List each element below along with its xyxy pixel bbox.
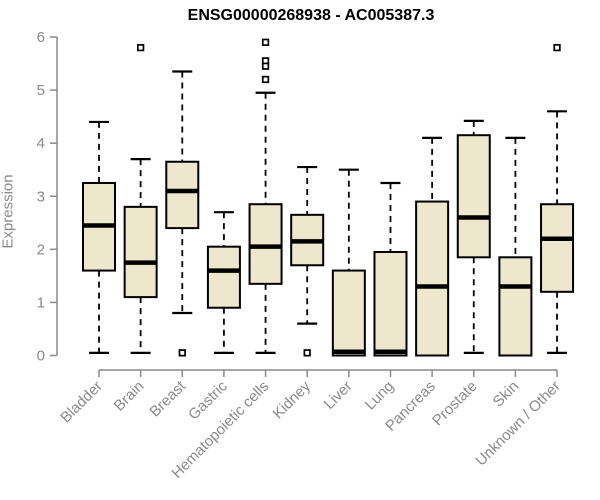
boxplot-gastric: Gastric xyxy=(185,211,241,423)
y-tick-label: 3 xyxy=(37,188,45,205)
boxplot-liver: Liver xyxy=(321,168,366,413)
y-axis-title: Expression xyxy=(0,174,17,249)
box xyxy=(498,256,533,357)
x-tick-label-lung: Lung xyxy=(362,378,398,414)
x-tick-label-breast: Breast xyxy=(146,377,189,420)
box xyxy=(331,269,366,357)
outlier-point xyxy=(178,349,186,357)
box xyxy=(456,134,491,259)
box xyxy=(165,160,200,230)
boxplot-skin: Skin xyxy=(490,136,533,411)
y-tick-label: 6 xyxy=(37,29,45,46)
x-tick-label-bladder: Bladder xyxy=(57,378,106,427)
x-tick-label-liver: Liver xyxy=(321,378,356,413)
box xyxy=(123,205,158,299)
box xyxy=(248,203,283,285)
y-tick-label: 1 xyxy=(37,294,45,311)
y-tick-label: 2 xyxy=(37,241,45,258)
y-tick-label: 5 xyxy=(37,82,45,99)
box xyxy=(206,245,241,309)
box xyxy=(540,203,575,293)
outlier-point xyxy=(136,43,145,52)
x-tick-label-skin: Skin xyxy=(490,378,523,411)
chart-title: ENSG00000268938 - AC005387.3 xyxy=(187,7,435,24)
outlier-point xyxy=(261,75,270,84)
outlier-point xyxy=(553,43,561,52)
outlier-point xyxy=(261,62,270,70)
boxplot-brain: Brain xyxy=(111,43,158,415)
boxplot-lung: Lung xyxy=(362,181,408,414)
y-tick-label: 0 xyxy=(37,348,45,365)
box xyxy=(415,200,450,357)
x-tick-label-kidney: Kidney xyxy=(270,377,315,422)
x-tick-label-prostate: Prostate xyxy=(429,378,481,430)
outlier-point xyxy=(261,38,270,46)
boxplot-bladder: Bladder xyxy=(57,120,116,427)
y-tick-label: 4 xyxy=(37,135,45,152)
x-tick-label-brain: Brain xyxy=(111,378,148,415)
outlier-point xyxy=(303,349,311,357)
box xyxy=(373,250,408,357)
